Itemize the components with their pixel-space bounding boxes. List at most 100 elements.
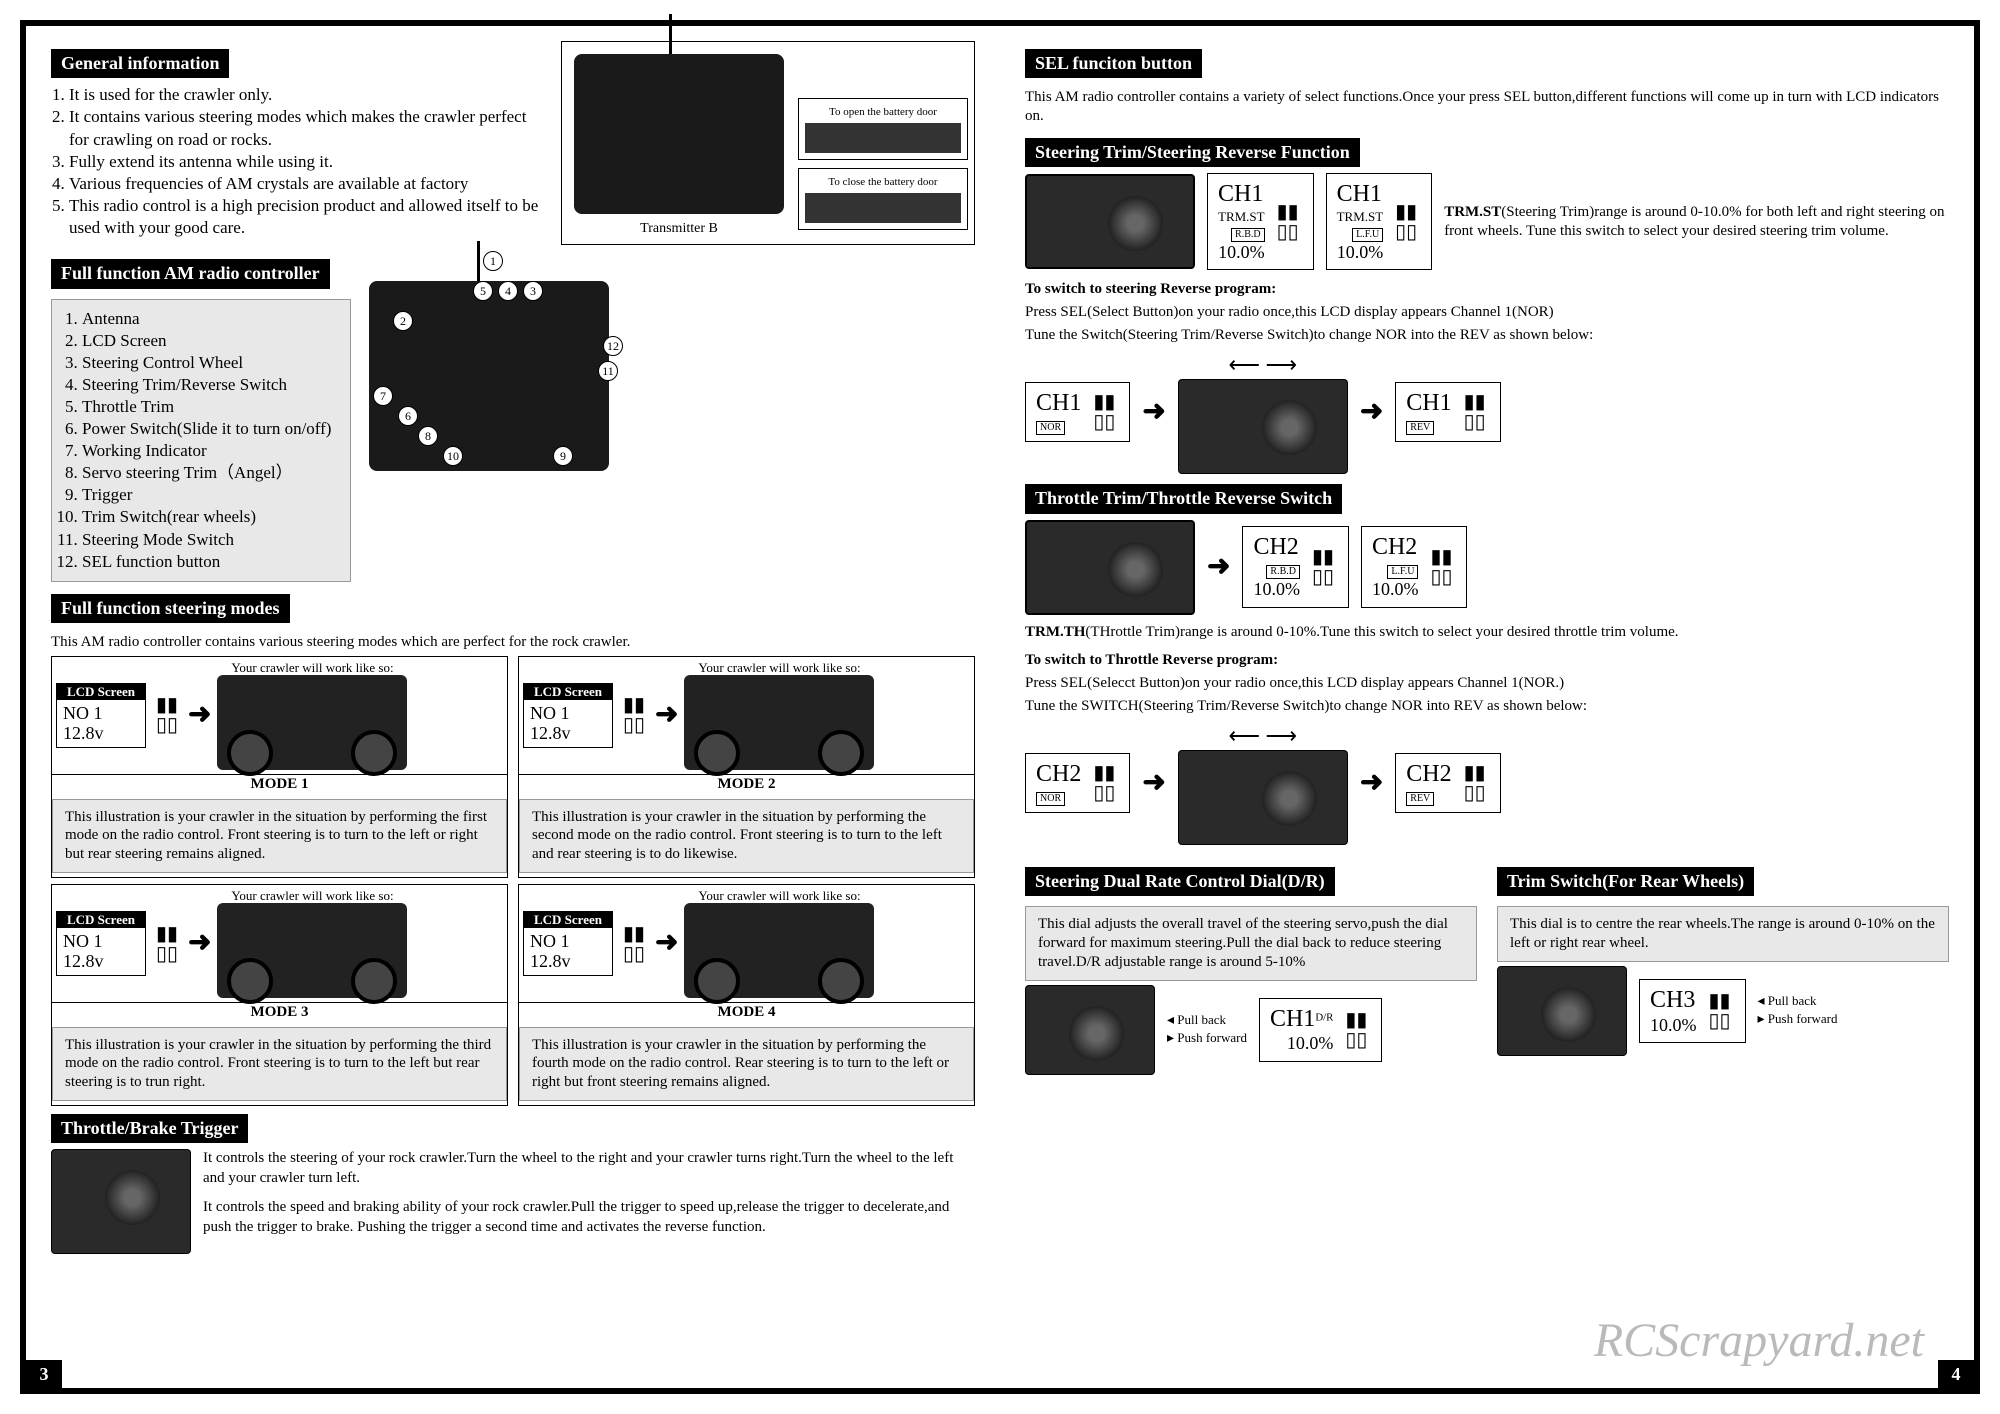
ch2-rbd-display: CH2 R.B.D 10.0% ▮▮▯▯ <box>1242 526 1349 607</box>
steering-trim-desc: TRM.ST(Steering Trim)range is around 0-1… <box>1444 203 1949 241</box>
nor-badge: NOR <box>1036 421 1065 435</box>
lcd-volt: 12.8v <box>63 952 139 972</box>
list-item: Servo steering Trim（Angel） <box>82 462 338 484</box>
list-item: Steering Trim/Reverse Switch <box>82 374 338 396</box>
wheel-icon: ▮▮▯▯ <box>619 695 649 735</box>
ch-label: CH2 <box>1406 760 1451 789</box>
trigger-image <box>51 1149 191 1254</box>
wheel-icon: ▮▮▯▯ <box>619 924 649 964</box>
ch-label: CH1 <box>1270 1006 1315 1032</box>
steer-rev-title: To switch to steering Reverse program: <box>1025 281 1276 297</box>
radio-image <box>1178 379 1348 474</box>
list-item: Power Switch(Slide it to turn on/off) <box>82 418 338 440</box>
radio-image <box>1178 750 1348 845</box>
trim-switch-header: Trim Switch(For Rear Wheels) <box>1497 867 1754 896</box>
dual-rate-desc: This dial adjusts the overall travel of … <box>1025 906 1477 980</box>
dual-rate-header: Steering Dual Rate Control Dial(D/R) <box>1025 867 1335 896</box>
transmitter-label: Transmitter B <box>568 220 790 238</box>
rev-badge: REV <box>1406 792 1434 806</box>
pull-label: Pull back <box>1768 993 1817 1008</box>
arrow-right-icon: ➜ <box>188 697 211 733</box>
wheel-icon: ▮▮▯▯ <box>1460 763 1490 803</box>
list-item: It is used for the crawler only. <box>69 84 549 106</box>
lcd-label: LCD Screen <box>57 684 145 700</box>
throttle-trim-note: TRM.TH(THrottle Trim)range is around 0-1… <box>1025 623 1949 642</box>
wheel-icon: ▮▮▯▯ <box>1391 202 1421 242</box>
arrow-right-icon: ➜ <box>1360 765 1383 801</box>
nor-badge: NOR <box>1036 792 1065 806</box>
lcd-no: NO 1 <box>530 932 606 952</box>
trigger-header: Throttle/Brake Trigger <box>51 1114 248 1143</box>
rbd-badge: R.B.D <box>1231 228 1265 242</box>
steering-modes-intro: This AM radio controller contains variou… <box>51 633 975 652</box>
general-info-list: It is used for the crawler only. It cont… <box>69 84 549 239</box>
dr-value: 10.0% <box>1270 1033 1333 1055</box>
battery-close-figure: To close the battery door <box>798 168 968 230</box>
mode-label: MODE 1 <box>52 774 507 795</box>
lcd-no: NO 1 <box>63 704 139 724</box>
page-number-left: 3 <box>26 1360 62 1388</box>
trim-switch-section: Trim Switch(For Rear Wheels) This dial i… <box>1497 859 1949 1075</box>
ch-label: CH1 <box>1218 180 1265 209</box>
dual-rate-section: Steering Dual Rate Control Dial(D/R) Thi… <box>1025 859 1477 1075</box>
wheel-icon: ▮▮▯▯ <box>152 695 182 735</box>
crawler-icon <box>217 903 407 998</box>
radio-image <box>1025 985 1155 1075</box>
lcd-label: LCD Screen <box>57 912 145 928</box>
mode-2-block: LCD Screen NO 1 12.8v ▮▮▯▯ ➜ Your crawle… <box>518 656 975 878</box>
steering-trim-header: Steering Trim/Steering Reverse Function <box>1025 138 1360 167</box>
wheel-icon: ▮▮▯▯ <box>152 924 182 964</box>
rbd-badge: R.B.D <box>1266 565 1300 579</box>
push-label: Push forward <box>1768 1011 1838 1026</box>
mode-desc: This illustration is your crawler in the… <box>52 1027 507 1101</box>
trim-value: 10.0% <box>1372 579 1419 601</box>
mode-label: MODE 4 <box>519 1002 974 1023</box>
crawler-icon <box>684 675 874 770</box>
throttle-rev-l1: Press SEL(Selecct Button)on your radio o… <box>1025 674 1949 693</box>
list-item: Steering Control Wheel <box>82 352 338 374</box>
arrow-right-icon: ➜ <box>1360 394 1383 430</box>
pull-push-labels: ◂ Pull back ▸ Push forward <box>1167 1012 1247 1048</box>
lcd-no: NO 1 <box>63 932 139 952</box>
wheel-icon: ▮▮▯▯ <box>1426 547 1456 587</box>
list-item: Throttle Trim <box>82 396 338 418</box>
battery-open-label: To open the battery door <box>829 106 937 118</box>
trigger-p2: It controls the speed and braking abilit… <box>203 1198 975 1237</box>
arrow-right-icon: ➜ <box>188 925 211 961</box>
page-number-right: 4 <box>1938 1360 1974 1388</box>
right-page: SEL funciton button This AM radio contro… <box>1000 26 1974 1388</box>
ch-label: CH2 <box>1372 533 1419 562</box>
list-item: LCD Screen <box>82 330 338 352</box>
lcd-no: NO 1 <box>530 704 606 724</box>
list-item: Steering Mode Switch <box>82 529 338 551</box>
worklike-label: Your crawler will work like so: <box>217 661 407 675</box>
wheel-icon: ▮▮▯▯ <box>1089 763 1119 803</box>
double-arrow-icon: ⟵ ⟶ <box>1178 351 1348 380</box>
mode-label: MODE 2 <box>519 774 974 795</box>
push-label: Push forward <box>1177 1030 1247 1045</box>
mode-desc: This illustration is your crawler in the… <box>519 1027 974 1101</box>
steer-rev-l1: Press SEL(Select Button)on your radio on… <box>1025 303 1949 322</box>
steering-modes-header: Full function steering modes <box>51 594 290 623</box>
lcd-label: LCD Screen <box>524 912 612 928</box>
rev-badge: REV <box>1406 421 1434 435</box>
left-page: General information It is used for the c… <box>26 26 1000 1388</box>
ch1-nor-display: CH1 NOR ▮▮▯▯ <box>1025 382 1130 442</box>
throttle-rev-title: To switch to Throttle Reverse program: <box>1025 652 1278 668</box>
ch2-lfu-display: CH2 L.F.U 10.0% ▮▮▯▯ <box>1361 526 1468 607</box>
arrow-right-icon: ➜ <box>1142 765 1165 801</box>
lcd-volt: 12.8v <box>530 952 606 972</box>
lcd-volt: 12.8v <box>530 724 606 744</box>
arrow-right-icon: ➜ <box>1142 394 1165 430</box>
throttle-rev-l2: Tune the SWITCH(Steering Trim/Reverse Sw… <box>1025 697 1949 716</box>
parts-list-box: Antenna LCD Screen Steering Control Whee… <box>51 299 351 582</box>
wheel-icon: ▮▮▯▯ <box>1089 392 1119 432</box>
lfu-badge: L.F.U <box>1387 565 1418 579</box>
ch2-rev-display: CH2 REV ▮▮▯▯ <box>1395 753 1500 813</box>
ch1-lfu-display: CH1 TRM.ST L.F.U 10.0% ▮▮▯▯ <box>1326 173 1433 270</box>
list-item: Trigger <box>82 484 338 506</box>
trigger-p1: It controls the steering of your rock cr… <box>203 1149 975 1188</box>
wheel-icon: ▮▮▯▯ <box>1308 547 1338 587</box>
crawler-icon <box>684 903 874 998</box>
worklike-label: Your crawler will work like so: <box>217 889 407 903</box>
